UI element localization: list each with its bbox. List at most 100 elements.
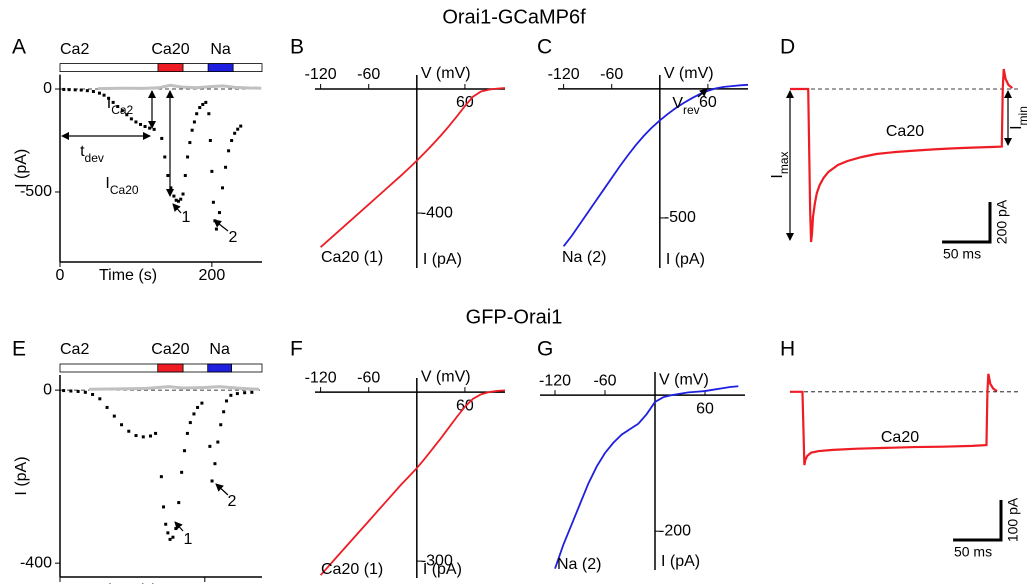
data-point [163, 155, 167, 159]
data-point [159, 475, 163, 479]
section-title: GFP-Orai1 [466, 306, 563, 328]
y-tick-label: 0 [43, 80, 52, 97]
x-tick-label: -120 [305, 66, 337, 83]
panel-label: E [12, 338, 26, 361]
y-axis-label: I (pA) [423, 251, 462, 268]
stimulus-label: Ca2 [60, 41, 89, 58]
panel-label: F [290, 338, 303, 361]
iv-curve [562, 83, 749, 247]
data-point [230, 138, 234, 142]
x-tick-label: 0 [56, 582, 65, 584]
data-point [213, 462, 217, 466]
annotation-subscript: max [777, 151, 791, 174]
data-point [208, 444, 212, 448]
data-point [143, 124, 147, 128]
annotation-text: Ca20 [881, 429, 919, 446]
data-point [62, 389, 66, 393]
y-tick-label: -300 [421, 552, 453, 569]
data-point [129, 117, 133, 121]
y-tick-label: -500 [20, 183, 52, 200]
x-tick-label: -60 [357, 66, 380, 83]
data-point [160, 136, 164, 140]
annotation-text: t [80, 143, 85, 160]
data-point [154, 431, 158, 435]
data-point [216, 440, 220, 444]
data-point [185, 431, 189, 435]
data-point [183, 174, 187, 178]
annotation: 2 [229, 229, 238, 246]
data-point [141, 435, 145, 439]
stimulus-label: Na [209, 341, 230, 358]
x-tick-label: -60 [357, 369, 380, 386]
y-tick-label: -200 [659, 522, 691, 539]
x-tick-label: -120 [548, 66, 580, 83]
data-point [62, 87, 66, 91]
data-point [174, 198, 178, 202]
annotation: tdev [80, 143, 104, 165]
data-point [198, 106, 202, 110]
x-tick-label: 0 [56, 267, 65, 284]
data-point [186, 155, 190, 159]
data-point [127, 429, 131, 433]
arrow [174, 521, 184, 532]
data-point [200, 401, 204, 405]
y-axis-label: I (pA) [661, 553, 700, 570]
data-point [148, 126, 152, 130]
data-point [174, 527, 178, 531]
stimulus-bar [207, 63, 234, 72]
curve-label: Ca20 (1) [321, 561, 383, 578]
data-point [76, 389, 80, 393]
scale-label-y: 100 pA [1005, 497, 1021, 542]
data-point [73, 88, 77, 92]
data-point [250, 390, 254, 394]
annotation-subscript: Ca20 [110, 183, 139, 197]
iv-curve [320, 87, 506, 248]
data-point [125, 113, 129, 117]
data-point [176, 199, 180, 203]
scale-label-y: 200 pA [994, 199, 1010, 244]
x-tick-label: -60 [593, 372, 616, 389]
annotation-subscript: min [1016, 106, 1028, 125]
data-point [98, 397, 102, 401]
data-point [91, 392, 95, 396]
annotation-text: 1 [182, 209, 191, 226]
data-point [180, 470, 184, 474]
section-title: Orai1-GCaMP6f [442, 6, 586, 28]
stimulus-bar [207, 363, 232, 373]
data-point [188, 141, 192, 145]
current-trace [790, 373, 998, 466]
data-point [91, 89, 95, 93]
panel-label: A [12, 36, 26, 59]
data-point [229, 393, 233, 397]
scale-label-x: 50 ms [943, 246, 981, 262]
annotation-text: I [769, 174, 786, 178]
x-tick-label: 60 [696, 400, 714, 417]
scale-label-x: 50 ms [954, 544, 992, 560]
data-point [192, 412, 196, 416]
current-trace [790, 68, 1014, 243]
stimulus-label: Ca20 [151, 341, 189, 358]
data-point [190, 128, 194, 132]
data-point [116, 105, 120, 109]
data-point [105, 405, 109, 409]
arrow [697, 88, 708, 98]
y-tick-label: -500 [664, 209, 696, 226]
annotation: Vrev [672, 95, 699, 117]
data-point [152, 127, 156, 131]
annotation: 1 [182, 209, 191, 226]
y-axis-label: I (pA) [13, 149, 30, 188]
data-point [134, 434, 138, 438]
data-point [207, 112, 211, 116]
x-tick-label: -60 [600, 66, 623, 83]
x-axis-label: Time (s) [99, 267, 157, 284]
data-point [210, 479, 214, 483]
annotation: 2 [228, 493, 237, 510]
data-point [171, 535, 175, 539]
x-tick-label: 200 [191, 582, 218, 584]
curve-label: Ca20 (1) [321, 249, 383, 266]
annotation-text: V [672, 95, 683, 112]
data-point [162, 505, 166, 509]
data-point [164, 522, 168, 526]
data-point [183, 449, 187, 453]
